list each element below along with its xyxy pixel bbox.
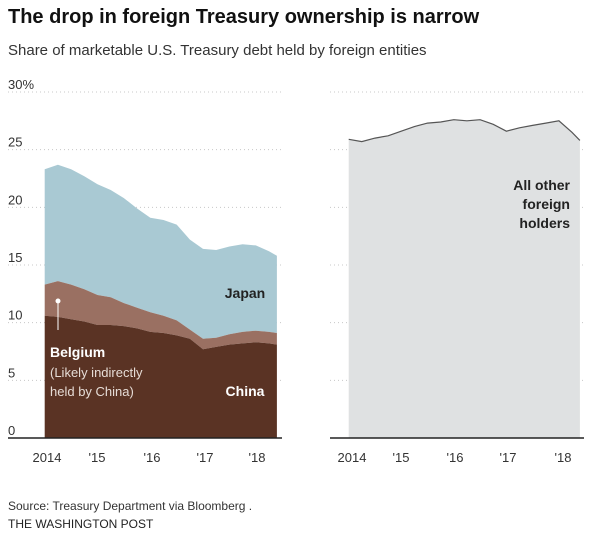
x-tick-label-left: 2014 xyxy=(33,450,62,465)
other-holders-label-line: foreign xyxy=(523,196,570,212)
chart-subtitle: Share of marketable U.S. Treasury debt h… xyxy=(8,42,427,59)
other-area xyxy=(348,119,580,438)
source-note: Source: Treasury Department via Bloomber… xyxy=(8,499,253,513)
other-holders-label-line: All other xyxy=(513,177,570,193)
axes: 0 5 10 15 20 25 30% 2014 '15 '16 '17 '18 2014 '15 '16 '… xyxy=(8,77,584,465)
x-tick-label-left: '18 xyxy=(249,450,266,465)
japan-label: Japan xyxy=(225,285,265,301)
series-labels: Japan Belgium (Likely indirectly held by Ch… xyxy=(50,177,571,399)
y-tick-label: 15 xyxy=(8,250,22,265)
other-line xyxy=(348,119,581,143)
x-tick-label-right: '17 xyxy=(500,450,517,465)
belgium-note-line: (Likely indirectly xyxy=(50,365,143,380)
china-label: China xyxy=(226,383,265,399)
x-tick-label-right: '18 xyxy=(555,450,572,465)
x-tick-label-right: '16 xyxy=(447,450,464,465)
china-area xyxy=(44,315,277,438)
x-tick-label-right: 2014 xyxy=(338,450,367,465)
y-tick-label: 5 xyxy=(8,365,15,380)
x-tick-label-left: '17 xyxy=(197,450,214,465)
belgium-note-line: held by China) xyxy=(50,384,134,399)
x-tick-label-right: '15 xyxy=(393,450,410,465)
belgium-label: Belgium xyxy=(50,344,105,360)
belgium-leader-dot xyxy=(55,298,61,304)
y-tick-label: 20 xyxy=(8,192,22,207)
other-holders-label-line: holders xyxy=(519,215,570,231)
y-tick-label: 0 xyxy=(8,423,15,438)
x-tick-label-left: '16 xyxy=(144,450,161,465)
area-layer xyxy=(44,119,581,438)
credit-line: THE WASHINGTON POST xyxy=(8,517,154,531)
y-tick-label: 25 xyxy=(8,135,22,150)
chart-title: The drop in foreign Treasury ownership i… xyxy=(8,6,480,28)
x-tick-label-left: '15 xyxy=(89,450,106,465)
y-tick-label: 10 xyxy=(8,308,22,323)
y-tick-label: 30% xyxy=(8,77,34,92)
japan-area xyxy=(44,164,277,339)
belgium-area xyxy=(44,281,277,350)
